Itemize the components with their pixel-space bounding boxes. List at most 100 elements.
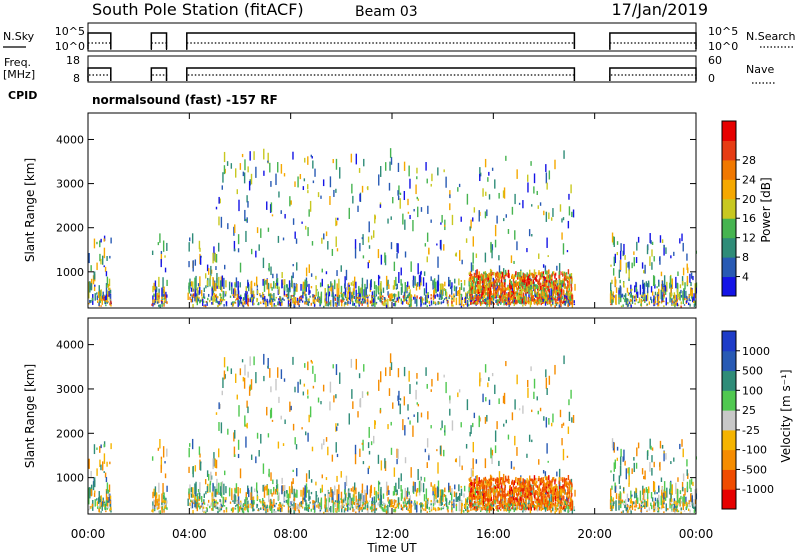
power-cell bbox=[371, 303, 373, 306]
power-cell bbox=[523, 280, 526, 286]
power-cell bbox=[471, 292, 473, 297]
power-cell bbox=[267, 282, 270, 290]
velocity-cell bbox=[275, 485, 278, 492]
velocity-cell bbox=[166, 485, 168, 492]
power-cell bbox=[385, 304, 388, 308]
power-cell bbox=[201, 293, 203, 297]
power-cell bbox=[219, 302, 222, 305]
velocity-cell bbox=[525, 488, 528, 493]
power-cell bbox=[223, 304, 225, 307]
power-cell bbox=[380, 299, 382, 303]
velocity-cell bbox=[538, 484, 541, 488]
power-cell bbox=[460, 282, 463, 291]
power-cell bbox=[240, 297, 243, 299]
velocity-cell bbox=[413, 414, 415, 417]
power-cell bbox=[491, 167, 494, 171]
velocity-cell bbox=[202, 504, 204, 512]
velocity-cell bbox=[508, 479, 510, 484]
power-cell bbox=[535, 284, 537, 290]
power-cell bbox=[405, 296, 408, 301]
velocity-cell bbox=[367, 442, 370, 449]
power-cell bbox=[241, 153, 244, 158]
velocity-cell bbox=[269, 368, 271, 378]
power-cell bbox=[555, 298, 557, 302]
power-cell bbox=[375, 294, 377, 297]
power-cell bbox=[561, 292, 563, 296]
power-cell bbox=[522, 282, 524, 287]
power-cell bbox=[558, 263, 561, 275]
power-cell bbox=[475, 272, 478, 278]
velocity-cell bbox=[407, 417, 410, 420]
velocity-cell bbox=[514, 399, 516, 410]
velocity-cell bbox=[499, 509, 502, 511]
power-cell bbox=[266, 279, 268, 290]
power-cell bbox=[619, 259, 622, 271]
velocity-cell bbox=[380, 486, 382, 498]
velocity-cell bbox=[670, 461, 672, 465]
power-cell bbox=[242, 301, 244, 304]
power-cell bbox=[463, 287, 465, 292]
power-cell bbox=[631, 262, 633, 269]
power-cell bbox=[526, 286, 528, 290]
velocity-cell bbox=[403, 501, 405, 508]
velocity-cell bbox=[239, 368, 242, 376]
power-cell bbox=[681, 233, 683, 242]
velocity-cell bbox=[332, 501, 335, 513]
nsearch-tick-bottom: 10^0 bbox=[708, 40, 738, 53]
power-cell bbox=[515, 280, 517, 285]
velocity-cell bbox=[355, 504, 357, 510]
velocity-cell bbox=[549, 501, 552, 507]
velocity-cell bbox=[473, 482, 476, 488]
velocity-cell bbox=[286, 490, 288, 499]
power-cell bbox=[277, 289, 280, 295]
velocity-cell bbox=[533, 475, 536, 481]
velocity-cell bbox=[355, 487, 357, 495]
velocity-cell bbox=[517, 477, 519, 483]
velocity-cell bbox=[203, 499, 205, 503]
velocity-cell bbox=[630, 495, 632, 498]
power-cell bbox=[482, 284, 484, 288]
power-cell bbox=[458, 289, 460, 295]
velocity-cell bbox=[468, 478, 470, 481]
power-cell bbox=[160, 299, 163, 303]
power-cell bbox=[97, 291, 100, 299]
power-cell bbox=[650, 286, 653, 293]
velocity-cell bbox=[468, 486, 470, 493]
power-cell bbox=[282, 237, 285, 241]
power-cell bbox=[103, 235, 106, 242]
velocity-cell bbox=[619, 465, 622, 476]
velocity-cell bbox=[216, 491, 218, 495]
power-cell bbox=[503, 293, 506, 299]
power-cell bbox=[247, 304, 250, 307]
power-cell bbox=[554, 300, 557, 305]
velocity-cell bbox=[556, 502, 559, 507]
velocity-cell bbox=[417, 403, 420, 407]
power-cell bbox=[449, 194, 451, 199]
velocity-cell bbox=[523, 486, 525, 491]
power-cell bbox=[532, 299, 534, 302]
velocity-cell bbox=[223, 370, 226, 380]
velocity-cell bbox=[517, 493, 519, 496]
power-cell bbox=[473, 300, 476, 305]
velocity-cell bbox=[368, 426, 370, 438]
power-cell bbox=[287, 287, 290, 298]
velocity-cell bbox=[311, 446, 314, 452]
power-cell bbox=[271, 295, 273, 308]
velocity-cell bbox=[395, 499, 397, 503]
velocity-cell bbox=[379, 409, 382, 414]
power-cell bbox=[541, 273, 543, 277]
velocity-cell bbox=[314, 373, 316, 383]
power-cell bbox=[554, 305, 556, 308]
velocity-cell bbox=[489, 492, 492, 495]
power-cell bbox=[663, 275, 666, 287]
velocity-cell bbox=[526, 478, 528, 484]
power-cell bbox=[212, 252, 214, 264]
power-cell bbox=[500, 282, 503, 285]
power-cell bbox=[693, 300, 695, 303]
power-cell bbox=[470, 291, 473, 294]
velocity-cell bbox=[461, 465, 463, 471]
power-cell bbox=[498, 276, 500, 282]
power-cell bbox=[406, 285, 409, 291]
velocity-cell bbox=[154, 486, 157, 498]
velocity-cell bbox=[317, 397, 320, 403]
